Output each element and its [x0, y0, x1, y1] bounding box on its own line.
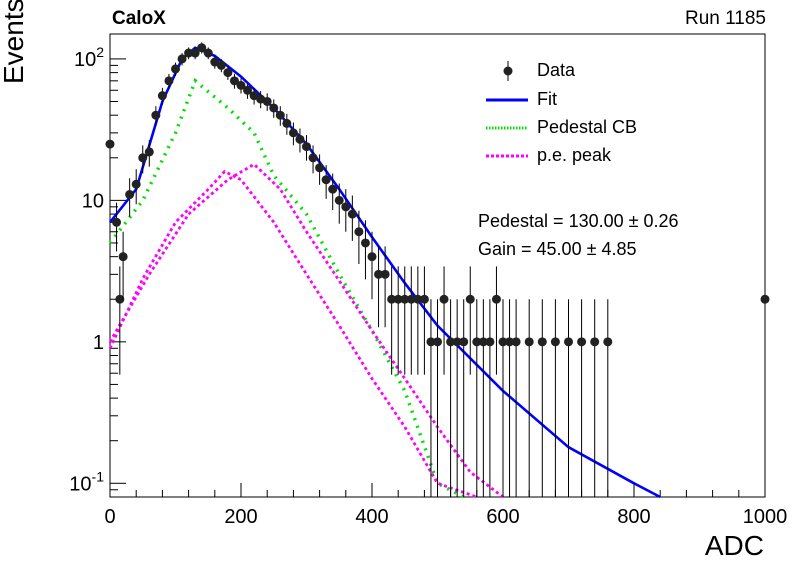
- x-tick-label: 400: [355, 506, 388, 528]
- data-point: [374, 269, 384, 279]
- data-point: [243, 85, 253, 95]
- data-point: [229, 76, 239, 86]
- y-tick-label: 10: [82, 190, 104, 212]
- data-point: [550, 337, 560, 347]
- data-point: [177, 54, 187, 64]
- data-point: [105, 139, 115, 149]
- data-point: [760, 294, 770, 304]
- data-point: [282, 118, 292, 128]
- data-point: [511, 337, 521, 347]
- data-point: [288, 128, 298, 138]
- data-point: [387, 294, 397, 304]
- data-point: [203, 48, 213, 58]
- data-point: [328, 184, 338, 194]
- data-point: [308, 153, 318, 163]
- data-point: [151, 110, 161, 120]
- data-point: [138, 153, 148, 163]
- legend-label-data: Data: [537, 60, 576, 80]
- data-point: [452, 337, 462, 347]
- data-point: [426, 337, 436, 347]
- data-point: [118, 252, 128, 262]
- data-point: [236, 80, 246, 90]
- data-point: [380, 269, 390, 279]
- data-point: [334, 195, 344, 205]
- pedestal-annotation: Pedestal = 130.00 ± 0.26: [478, 211, 679, 231]
- y-tick-label: 10-1: [69, 468, 104, 495]
- data-point: [367, 252, 377, 262]
- data-point: [197, 43, 207, 53]
- data-point: [478, 337, 488, 347]
- data-point: [262, 96, 272, 106]
- data-points: [105, 42, 770, 497]
- axis-ticks: 0 200 400 600 800 1000 10-1 1 10 102: [69, 44, 787, 528]
- data-point: [459, 337, 469, 347]
- data-point: [223, 68, 233, 78]
- header-left-label: CaloX: [112, 8, 166, 29]
- data-point: [406, 294, 416, 304]
- data-point: [157, 91, 167, 101]
- header-right-label: Run 1185: [685, 8, 766, 29]
- curve-pedestal-cb: [108, 77, 465, 499]
- data-point: [537, 337, 547, 347]
- data-point: [498, 337, 508, 347]
- data-point: [347, 209, 357, 219]
- x-tick-label: 1000: [743, 506, 788, 528]
- gain-annotation: Gain = 45.00 ± 4.85: [478, 239, 637, 259]
- data-point: [472, 337, 482, 347]
- x-tick-label: 600: [486, 506, 519, 528]
- data-point: [360, 238, 370, 248]
- data-point: [190, 48, 200, 58]
- legend-label-pedestal: Pedestal CB: [537, 117, 638, 137]
- data-point: [433, 337, 442, 347]
- data-point: [577, 337, 587, 347]
- data-point: [144, 147, 154, 157]
- curve-p-e-peak: [108, 169, 478, 499]
- y-tick-label: 1: [93, 332, 104, 354]
- y-tick-label: 102: [74, 44, 104, 71]
- data-point: [524, 337, 534, 347]
- data-point: [341, 202, 351, 212]
- legend-markers: [486, 61, 528, 158]
- data-point: [164, 76, 174, 86]
- data-point: [171, 64, 180, 74]
- x-axis-title: ADC: [704, 530, 764, 561]
- data-point: [125, 190, 135, 200]
- data-point: [295, 134, 305, 144]
- data-point: [564, 337, 573, 347]
- legend-marker-data: [503, 66, 513, 76]
- data-point: [446, 337, 456, 347]
- data-point: [131, 179, 141, 189]
- x-tick-label: 200: [224, 506, 257, 528]
- legend-label-pe-peak: p.e. peak: [537, 145, 612, 165]
- data-point: [302, 142, 311, 152]
- data-point: [465, 294, 475, 304]
- x-tick-label: 800: [617, 506, 650, 528]
- data-point: [491, 294, 501, 304]
- data-point: [216, 60, 226, 70]
- data-point: [505, 337, 515, 347]
- data-point: [485, 337, 495, 347]
- data-point: [603, 337, 613, 347]
- data-point: [112, 217, 122, 227]
- x-tick-label: 0: [104, 506, 115, 528]
- data-point: [321, 175, 331, 185]
- data-point: [393, 294, 403, 304]
- data-point: [439, 294, 449, 304]
- data-point: [400, 294, 410, 304]
- data-point: [115, 294, 125, 304]
- data-point: [275, 110, 285, 120]
- data-point: [413, 294, 423, 304]
- y-axis-title: Events: [0, 0, 29, 84]
- data-point: [315, 163, 325, 173]
- data-point: [184, 48, 194, 58]
- data-point: [354, 227, 364, 237]
- legend-label-fit: Fit: [537, 89, 557, 109]
- data-point: [269, 103, 279, 113]
- data-point: [419, 294, 429, 304]
- data-point: [590, 337, 600, 347]
